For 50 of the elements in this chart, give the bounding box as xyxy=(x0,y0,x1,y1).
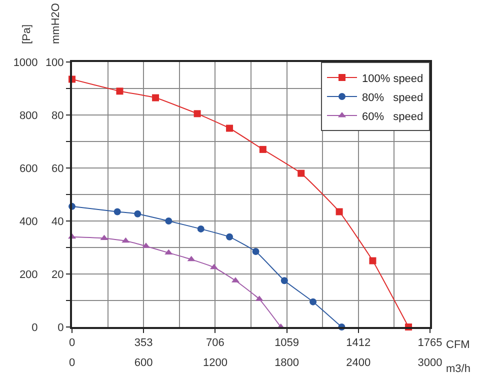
point xyxy=(164,249,173,255)
point xyxy=(197,225,204,232)
point xyxy=(280,277,288,284)
point xyxy=(152,94,160,102)
y2-tick-label: 40 xyxy=(52,216,64,228)
x2-tick-label: 706 xyxy=(206,337,224,350)
x2-tick-label: 0 xyxy=(68,337,76,350)
point xyxy=(369,257,376,264)
x2-axis-title: CFM xyxy=(446,339,470,351)
x-tick-label: 1200 xyxy=(202,357,228,370)
x-tick-label: 600 xyxy=(134,357,153,370)
y-tick-label: 0 xyxy=(32,322,38,334)
point xyxy=(134,210,142,218)
x-tick-label: 2400 xyxy=(346,357,371,370)
x2-tick-label: 1412 xyxy=(346,337,371,350)
y-tick-label: 400 xyxy=(19,216,38,228)
y-tick-label: 200 xyxy=(19,268,38,281)
point xyxy=(114,208,121,216)
point xyxy=(165,218,172,224)
point xyxy=(336,208,343,216)
point xyxy=(116,88,124,95)
point xyxy=(122,237,130,243)
x2-tick-label: 1059 xyxy=(274,337,300,350)
point xyxy=(252,248,260,255)
point xyxy=(226,233,234,240)
y2-tick-label: 80 xyxy=(52,110,64,122)
legend-label: 60% speed xyxy=(362,110,424,123)
x-tick-label: 1800 xyxy=(274,357,300,370)
y2-tick-label: 0 xyxy=(58,322,64,334)
x2-tick-label: 1765 xyxy=(418,337,442,350)
y-axis-title: [Pa] xyxy=(21,24,33,44)
point xyxy=(259,146,266,153)
point xyxy=(298,170,305,177)
y2-tick-label: 20 xyxy=(52,268,64,281)
y-tick-label: 600 xyxy=(19,162,38,175)
x-axis-title: m3/h xyxy=(446,363,470,375)
y2-tick-label: 60 xyxy=(52,162,64,175)
y2-tick-label: 100 xyxy=(45,56,64,69)
y2-axis-title: mmH2O xyxy=(50,2,62,44)
legend-label: 80% speed xyxy=(362,92,424,104)
y-tick-label: 800 xyxy=(19,110,38,122)
x-tick-label: 0 xyxy=(68,357,76,370)
point xyxy=(226,124,234,132)
y-tick-label: 1000 xyxy=(13,56,38,69)
legend-label: 100% speed xyxy=(362,72,424,85)
x2-tick-label: 353 xyxy=(134,337,153,350)
point xyxy=(310,298,317,306)
point xyxy=(187,256,196,262)
x-tick-label: 3000 xyxy=(418,357,442,370)
point xyxy=(194,110,201,118)
